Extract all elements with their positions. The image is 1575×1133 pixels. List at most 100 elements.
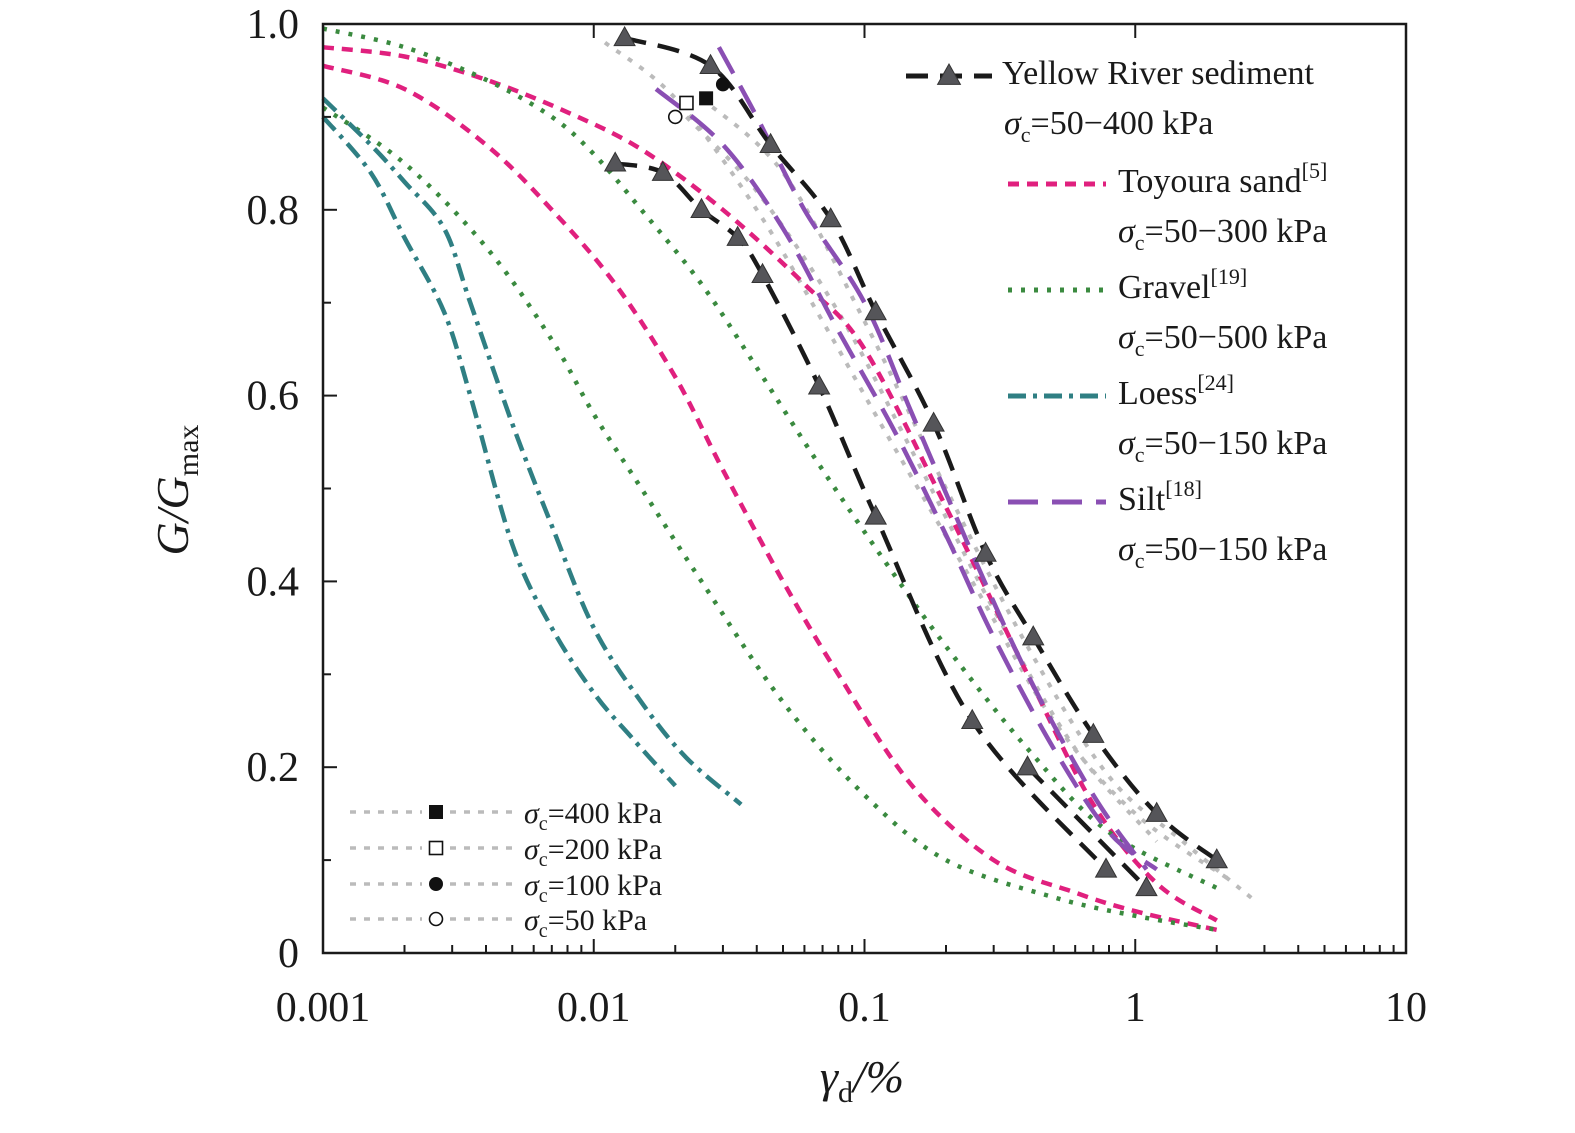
sigma-symbol: σ bbox=[524, 833, 540, 866]
curve-loess-10 bbox=[321, 96, 743, 807]
curve-gravel-8 bbox=[322, 26, 1218, 890]
curve-gravel-9 bbox=[321, 105, 1218, 933]
x-tick-label-0: 0.001 bbox=[276, 985, 371, 1031]
curve-yellow-river-sediment-3 bbox=[700, 96, 1258, 904]
y-axis-title: G/Gmax bbox=[147, 425, 205, 556]
sigma-subscript: c bbox=[1135, 442, 1145, 467]
triangle-marker-0-3 bbox=[819, 207, 842, 228]
pressure-legend-marker-filled-square bbox=[429, 805, 443, 819]
curve-yellow-river-sediment-1 bbox=[614, 161, 1108, 871]
y-tick-label-1: 0.2 bbox=[247, 745, 300, 791]
triangle-marker-0-4 bbox=[864, 299, 888, 321]
legend-label-3: Loess[24] bbox=[1118, 370, 1234, 412]
pressure-legend-marker-filled-circle bbox=[429, 877, 443, 891]
triangle-marker-0-5 bbox=[922, 411, 945, 432]
legend-name-0: Yellow River sediment bbox=[1002, 55, 1315, 92]
sigma-subscript: c bbox=[539, 813, 548, 835]
y-tick-label-3: 0.6 bbox=[247, 374, 300, 420]
triangle-marker-0-9 bbox=[1145, 801, 1168, 822]
pressure-legend-label-2: σc=100 kPa bbox=[524, 869, 662, 907]
y-axis-title-main: G/G bbox=[147, 476, 198, 555]
x-axis-title: γd/% bbox=[820, 1051, 904, 1109]
triangle-marker-1-7 bbox=[960, 708, 984, 729]
curve-silt-12 bbox=[716, 46, 1149, 871]
legend-sigma-1: σc=50−300 kPa bbox=[1118, 213, 1327, 255]
pressure-legend-label-3: σc=50 kPa bbox=[524, 904, 647, 942]
pressure-marker-open-circle-3 bbox=[667, 109, 683, 125]
triangle-marker-0-1 bbox=[699, 53, 722, 75]
legend-name-4: Silt bbox=[1118, 481, 1166, 518]
legend-sigma-0: σc=50−400 kPa bbox=[1004, 105, 1213, 147]
legend-ref-1: [5] bbox=[1302, 158, 1328, 183]
sigma-symbol: σ bbox=[1118, 319, 1136, 356]
triangle-marker-2-0 bbox=[1016, 755, 1039, 776]
sigma-symbol: σ bbox=[524, 869, 540, 902]
legend-label-2: Gravel[19] bbox=[1118, 264, 1247, 306]
curve-loess-11 bbox=[321, 115, 677, 788]
x-tick-label-3: 1 bbox=[1125, 985, 1146, 1031]
pressure-legend-value-3: =50 kPa bbox=[548, 904, 647, 937]
y-tick-label-2: 0.4 bbox=[247, 559, 300, 605]
triangle-marker-1-2 bbox=[690, 197, 713, 218]
x-tick-label-1: 0.01 bbox=[557, 985, 631, 1031]
triangle-marker-0-8 bbox=[1082, 722, 1105, 743]
legend-ref-4: [18] bbox=[1165, 476, 1202, 501]
sigma-symbol: σ bbox=[524, 797, 540, 830]
legend-sigma-value-0: =50−400 kPa bbox=[1031, 105, 1214, 142]
legend-sigma-4: σc=50−150 kPa bbox=[1118, 531, 1327, 573]
sigma-subscript: c bbox=[1021, 122, 1031, 147]
legend-sigma-3: σc=50−150 kPa bbox=[1118, 425, 1327, 467]
legend-sigma-value-4: =50−150 kPa bbox=[1145, 531, 1328, 568]
legend-sigma-value-1: =50−300 kPa bbox=[1145, 213, 1328, 250]
legend-name-1: Toyoura sand bbox=[1118, 163, 1302, 200]
y-tick-label-0: 0 bbox=[278, 931, 299, 977]
triangle-marker-1-5 bbox=[807, 374, 831, 395]
sigma-subscript: c bbox=[1135, 336, 1145, 361]
triangle-marker-2-1 bbox=[1135, 875, 1158, 897]
triangle-marker-1-4 bbox=[751, 262, 774, 284]
y-axis-title-sub: max bbox=[172, 425, 205, 477]
legend-triangle-icon bbox=[936, 62, 962, 85]
legend-label-4: Silt[18] bbox=[1118, 476, 1202, 518]
pressure-legend-marker-open-square bbox=[428, 840, 444, 856]
sigma-subscript: c bbox=[539, 885, 548, 907]
pressure-marker-filled-square-0 bbox=[699, 91, 714, 106]
pressure-legend-label-1: σc=200 kPa bbox=[524, 833, 662, 871]
pressure-legend-value-1: =200 kPa bbox=[548, 833, 662, 866]
pressure-legend-value-0: =400 kPa bbox=[548, 797, 662, 830]
legend-label-0: Yellow River sediment bbox=[1002, 55, 1315, 92]
triangle-marker-0-0 bbox=[613, 25, 636, 47]
pressure-legend-value-2: =100 kPa bbox=[548, 869, 662, 902]
curve-silt-13 bbox=[654, 87, 1159, 872]
curve-toyoura-sand-6 bbox=[322, 44, 1218, 923]
legend-sigma-value-3: =50−150 kPa bbox=[1145, 425, 1328, 462]
triangle-marker-1-6 bbox=[864, 504, 888, 525]
triangle-marker-0-10 bbox=[1205, 848, 1229, 869]
legend-label-1: Toyoura sand[5] bbox=[1118, 158, 1327, 200]
pressure-marker-filled-circle-2 bbox=[715, 77, 730, 92]
triangle-marker-1-0 bbox=[603, 151, 627, 172]
sigma-symbol: σ bbox=[524, 904, 540, 937]
curves-layer bbox=[321, 26, 1258, 933]
sigma-symbol: σ bbox=[1118, 213, 1136, 250]
sigma-symbol: σ bbox=[1004, 105, 1022, 142]
y-tick-label-4: 0.8 bbox=[247, 188, 300, 234]
markers-layer bbox=[603, 25, 1229, 897]
legend-sigma-2: σc=50−500 kPa bbox=[1118, 319, 1327, 361]
x-axis-title-main: γ bbox=[820, 1051, 840, 1102]
x-axis-title-sub: d bbox=[838, 1076, 853, 1109]
triangle-marker-0-6 bbox=[974, 541, 997, 562]
legend-ref-3: [24] bbox=[1197, 370, 1234, 395]
x-axis-title-tail: /% bbox=[850, 1051, 904, 1102]
triangle-marker-0-2 bbox=[759, 132, 782, 153]
triangle-marker-1-1 bbox=[651, 160, 675, 181]
curve-toyoura-sand-7 bbox=[322, 63, 1218, 932]
sigma-subscript: c bbox=[539, 920, 548, 942]
sigma-subscript: c bbox=[1135, 548, 1145, 573]
curve-yellow-river-sediment-2 bbox=[1025, 765, 1149, 890]
x-tick-label-4: 10 bbox=[1385, 985, 1427, 1031]
legend-ref-2: [19] bbox=[1211, 264, 1248, 289]
